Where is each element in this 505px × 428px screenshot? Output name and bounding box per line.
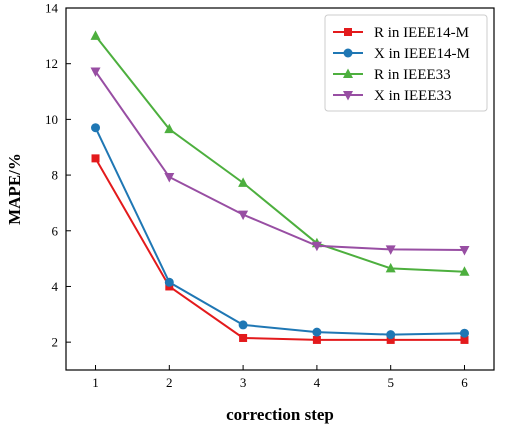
data-point <box>238 177 249 187</box>
data-point <box>164 277 174 287</box>
y-tick-label: 6 <box>52 223 59 238</box>
data-point <box>385 245 396 255</box>
y-tick-label: 4 <box>52 279 59 294</box>
data-point <box>90 30 101 40</box>
series-layer <box>90 30 470 344</box>
y-tick-label: 14 <box>45 1 59 16</box>
data-point <box>91 154 100 163</box>
data-point <box>459 328 469 338</box>
series-4 <box>90 67 470 256</box>
y-axis-label: MAPE/% <box>5 153 24 225</box>
data-point <box>311 241 322 252</box>
data-point <box>386 330 396 340</box>
data-point <box>239 333 248 342</box>
x-tick-label: 1 <box>92 375 99 390</box>
data-point <box>459 245 470 256</box>
legend-marker <box>344 28 352 36</box>
data-point <box>91 123 101 133</box>
legend-marker <box>343 68 353 78</box>
x-tick-label: 5 <box>387 375 394 390</box>
legend-label: X in IEEE14-M <box>374 46 470 62</box>
data-point <box>164 173 175 183</box>
data-point <box>90 67 101 77</box>
data-point <box>386 335 395 344</box>
x-tick-label: 3 <box>240 375 247 390</box>
data-point <box>238 210 249 221</box>
legend-label: X in IEEE33 <box>374 88 451 104</box>
legend-item: X in IEEE14-M <box>333 46 470 62</box>
data-point <box>460 335 469 344</box>
legend-item: R in IEEE14-M <box>333 25 469 41</box>
data-point <box>312 327 322 337</box>
legend: R in IEEE14-M X in IEEE14-M R in IEEE33 X i… <box>324 14 488 112</box>
data-point <box>459 266 470 276</box>
legend-items: R in IEEE14-M X in IEEE14-M R in IEEE33 X i… <box>333 25 470 104</box>
x-tick-label: 2 <box>166 375 173 390</box>
x-axis-label: correction step <box>226 405 334 424</box>
data-point <box>238 320 248 330</box>
legend-item: R in IEEE33 <box>333 67 451 83</box>
series-line <box>94 70 465 251</box>
plot-frame <box>65 7 495 371</box>
data-point <box>385 262 396 273</box>
legend-marker <box>343 48 353 58</box>
y-tick-label: 10 <box>45 112 58 127</box>
data-point <box>164 123 175 134</box>
series-line <box>94 127 465 336</box>
x-tick-label: 6 <box>461 375 468 390</box>
y-tick-label: 12 <box>45 56 58 71</box>
legend-item: X in IEEE33 <box>333 88 451 104</box>
legend-label: R in IEEE14-M <box>374 25 469 41</box>
legend-box <box>324 14 488 112</box>
series-line <box>94 157 465 341</box>
y-axis: 2 4 6 8 10 12 14 <box>45 1 71 350</box>
series-2 <box>91 123 469 340</box>
data-point <box>312 335 321 344</box>
x-axis: 1 2 3 4 5 6 <box>92 365 468 390</box>
y-tick-label: 2 <box>52 335 59 350</box>
legend-marker <box>343 91 353 101</box>
series-line <box>94 35 465 273</box>
legend-label: R in IEEE33 <box>374 67 451 83</box>
y-tick-label: 8 <box>52 168 59 183</box>
x-tick-label: 4 <box>314 375 321 390</box>
